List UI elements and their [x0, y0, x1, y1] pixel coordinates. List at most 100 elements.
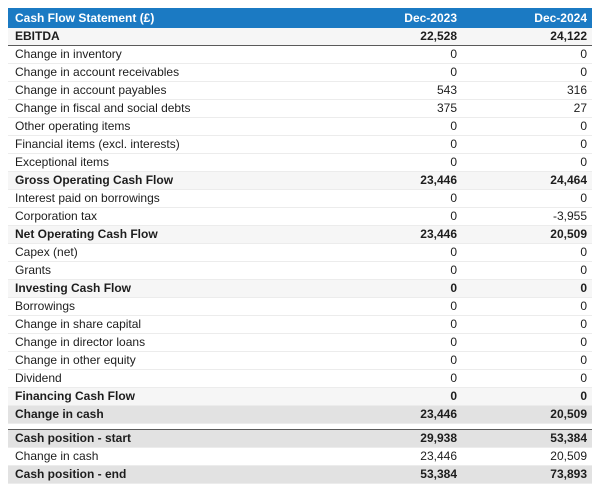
row-label: Change in share capital — [15, 317, 142, 331]
row-value: 543 — [436, 83, 457, 97]
row-value: 0 — [450, 281, 457, 295]
row-value: 0 — [580, 317, 587, 331]
row-value: 0 — [580, 245, 587, 259]
column-header-dec-2024: Dec-2024 — [462, 8, 592, 28]
row-label: Change in cash — [15, 407, 104, 421]
row-value: 0 — [580, 119, 587, 133]
row-label: Other operating items — [15, 119, 131, 133]
row-value: 23,446 — [420, 407, 457, 421]
row-value: 0 — [580, 389, 587, 403]
table-row: Change in director loans000 — [8, 333, 592, 352]
table-row: Change in share capital000 — [8, 315, 592, 334]
row-value: 0 — [450, 353, 457, 367]
row-value: 24,464 — [550, 173, 587, 187]
row-value: 20,509 — [550, 449, 587, 463]
row-value: 0 — [580, 299, 587, 313]
row-value: 22,528 — [420, 29, 457, 43]
section-gap — [8, 423, 592, 430]
row-label: Net Operating Cash Flow — [15, 227, 158, 241]
row-value: 23,446 — [420, 173, 457, 187]
row-label: Financial items (excl. interests) — [15, 137, 180, 151]
row-label: Change in account payables — [15, 83, 167, 97]
table-row: Financial items (excl. interests)000 — [8, 135, 592, 154]
row-value: 0 — [450, 119, 457, 133]
row-value: 0 — [580, 47, 587, 61]
row-value: 23,446 — [420, 227, 457, 241]
row-label: Cash position - end — [15, 467, 127, 481]
row-label: Change in cash — [15, 449, 99, 463]
row-value: 0 — [580, 263, 587, 277]
row-label: Change in fiscal and social debts — [15, 101, 191, 115]
row-value: 0 — [450, 47, 457, 61]
row-value: 0 — [450, 263, 457, 277]
table-row: Capex (net)000 — [8, 243, 592, 262]
row-value: 0 — [450, 191, 457, 205]
row-label: Cash position - start — [15, 431, 132, 445]
table-title: Cash Flow Statement (£) — [8, 8, 332, 28]
row-value: 0 — [450, 317, 457, 331]
column-header-dec-2023: Dec-2023 — [332, 8, 462, 28]
row-label: Change in inventory — [15, 47, 122, 61]
cash-flow-table: Cash Flow Statement (£) Dec-2023 Dec-202… — [8, 8, 592, 484]
row-value: 0 — [450, 371, 457, 385]
row-value: 53,384 — [550, 431, 587, 445]
row-value: 0 — [450, 65, 457, 79]
row-value: 0 — [580, 281, 587, 295]
row-value: 0 — [580, 353, 587, 367]
row-value: 375 — [436, 101, 457, 115]
row-value: 0 — [580, 335, 587, 349]
row-label: EBITDA — [15, 29, 60, 43]
row-value: 73,893 — [550, 467, 587, 481]
row-label: Borrowings — [15, 299, 76, 313]
row-label: Change in account receivables — [15, 65, 180, 79]
row-value: 0 — [450, 155, 457, 169]
row-value: 20,509 — [550, 227, 587, 241]
row-label: Interest paid on borrowings — [15, 191, 160, 205]
table-row: Grants000 — [8, 261, 592, 280]
row-label: Financing Cash Flow — [15, 389, 136, 403]
row-value: 0 — [580, 137, 587, 151]
row-value: 316 — [566, 83, 587, 97]
row-value: 53,384 — [420, 467, 457, 481]
row-value: 0 — [580, 371, 587, 385]
table-row: Financing Cash Flow000 — [8, 387, 592, 406]
table-header-row: Cash Flow Statement (£) Dec-2023 Dec-202… — [8, 8, 592, 28]
table-row: Borrowings000 — [8, 297, 592, 316]
table-row: Gross Operating Cash Flow23,44624,46426,… — [8, 171, 592, 190]
row-label: Gross Operating Cash Flow — [15, 173, 174, 187]
row-label: Capex (net) — [15, 245, 78, 259]
table-row: Net Operating Cash Flow23,44620,50921,90… — [8, 225, 592, 244]
row-value: 29,938 — [420, 431, 457, 445]
table-row: Interest paid on borrowings000 — [8, 189, 592, 208]
row-value: 0 — [580, 191, 587, 205]
table-row: Investing Cash Flow000 — [8, 279, 592, 298]
table-row: Change in account payables543316327 — [8, 81, 592, 100]
table-row: Dividend000 — [8, 369, 592, 388]
table-row: Change in inventory000 — [8, 45, 592, 64]
row-label: Change in director loans — [15, 335, 146, 349]
row-label: Change in other equity — [15, 353, 136, 367]
row-value: 0 — [450, 137, 457, 151]
row-value: 20,509 — [550, 407, 587, 421]
row-value: 0 — [450, 389, 457, 403]
row-label: Grants — [15, 263, 52, 277]
row-label: Corporation tax — [15, 209, 98, 223]
row-value: 24,122 — [550, 29, 587, 43]
table-row: Change in account receivables000 — [8, 63, 592, 82]
table-row: Change in other equity000 — [8, 351, 592, 370]
row-value: 0 — [450, 245, 457, 259]
row-value: 0 — [450, 335, 457, 349]
row-value: 0 — [450, 299, 457, 313]
row-value: -3,955 — [552, 209, 587, 223]
row-value: 23,446 — [420, 449, 457, 463]
row-value: 0 — [450, 209, 457, 223]
row-label: Investing Cash Flow — [15, 281, 132, 295]
